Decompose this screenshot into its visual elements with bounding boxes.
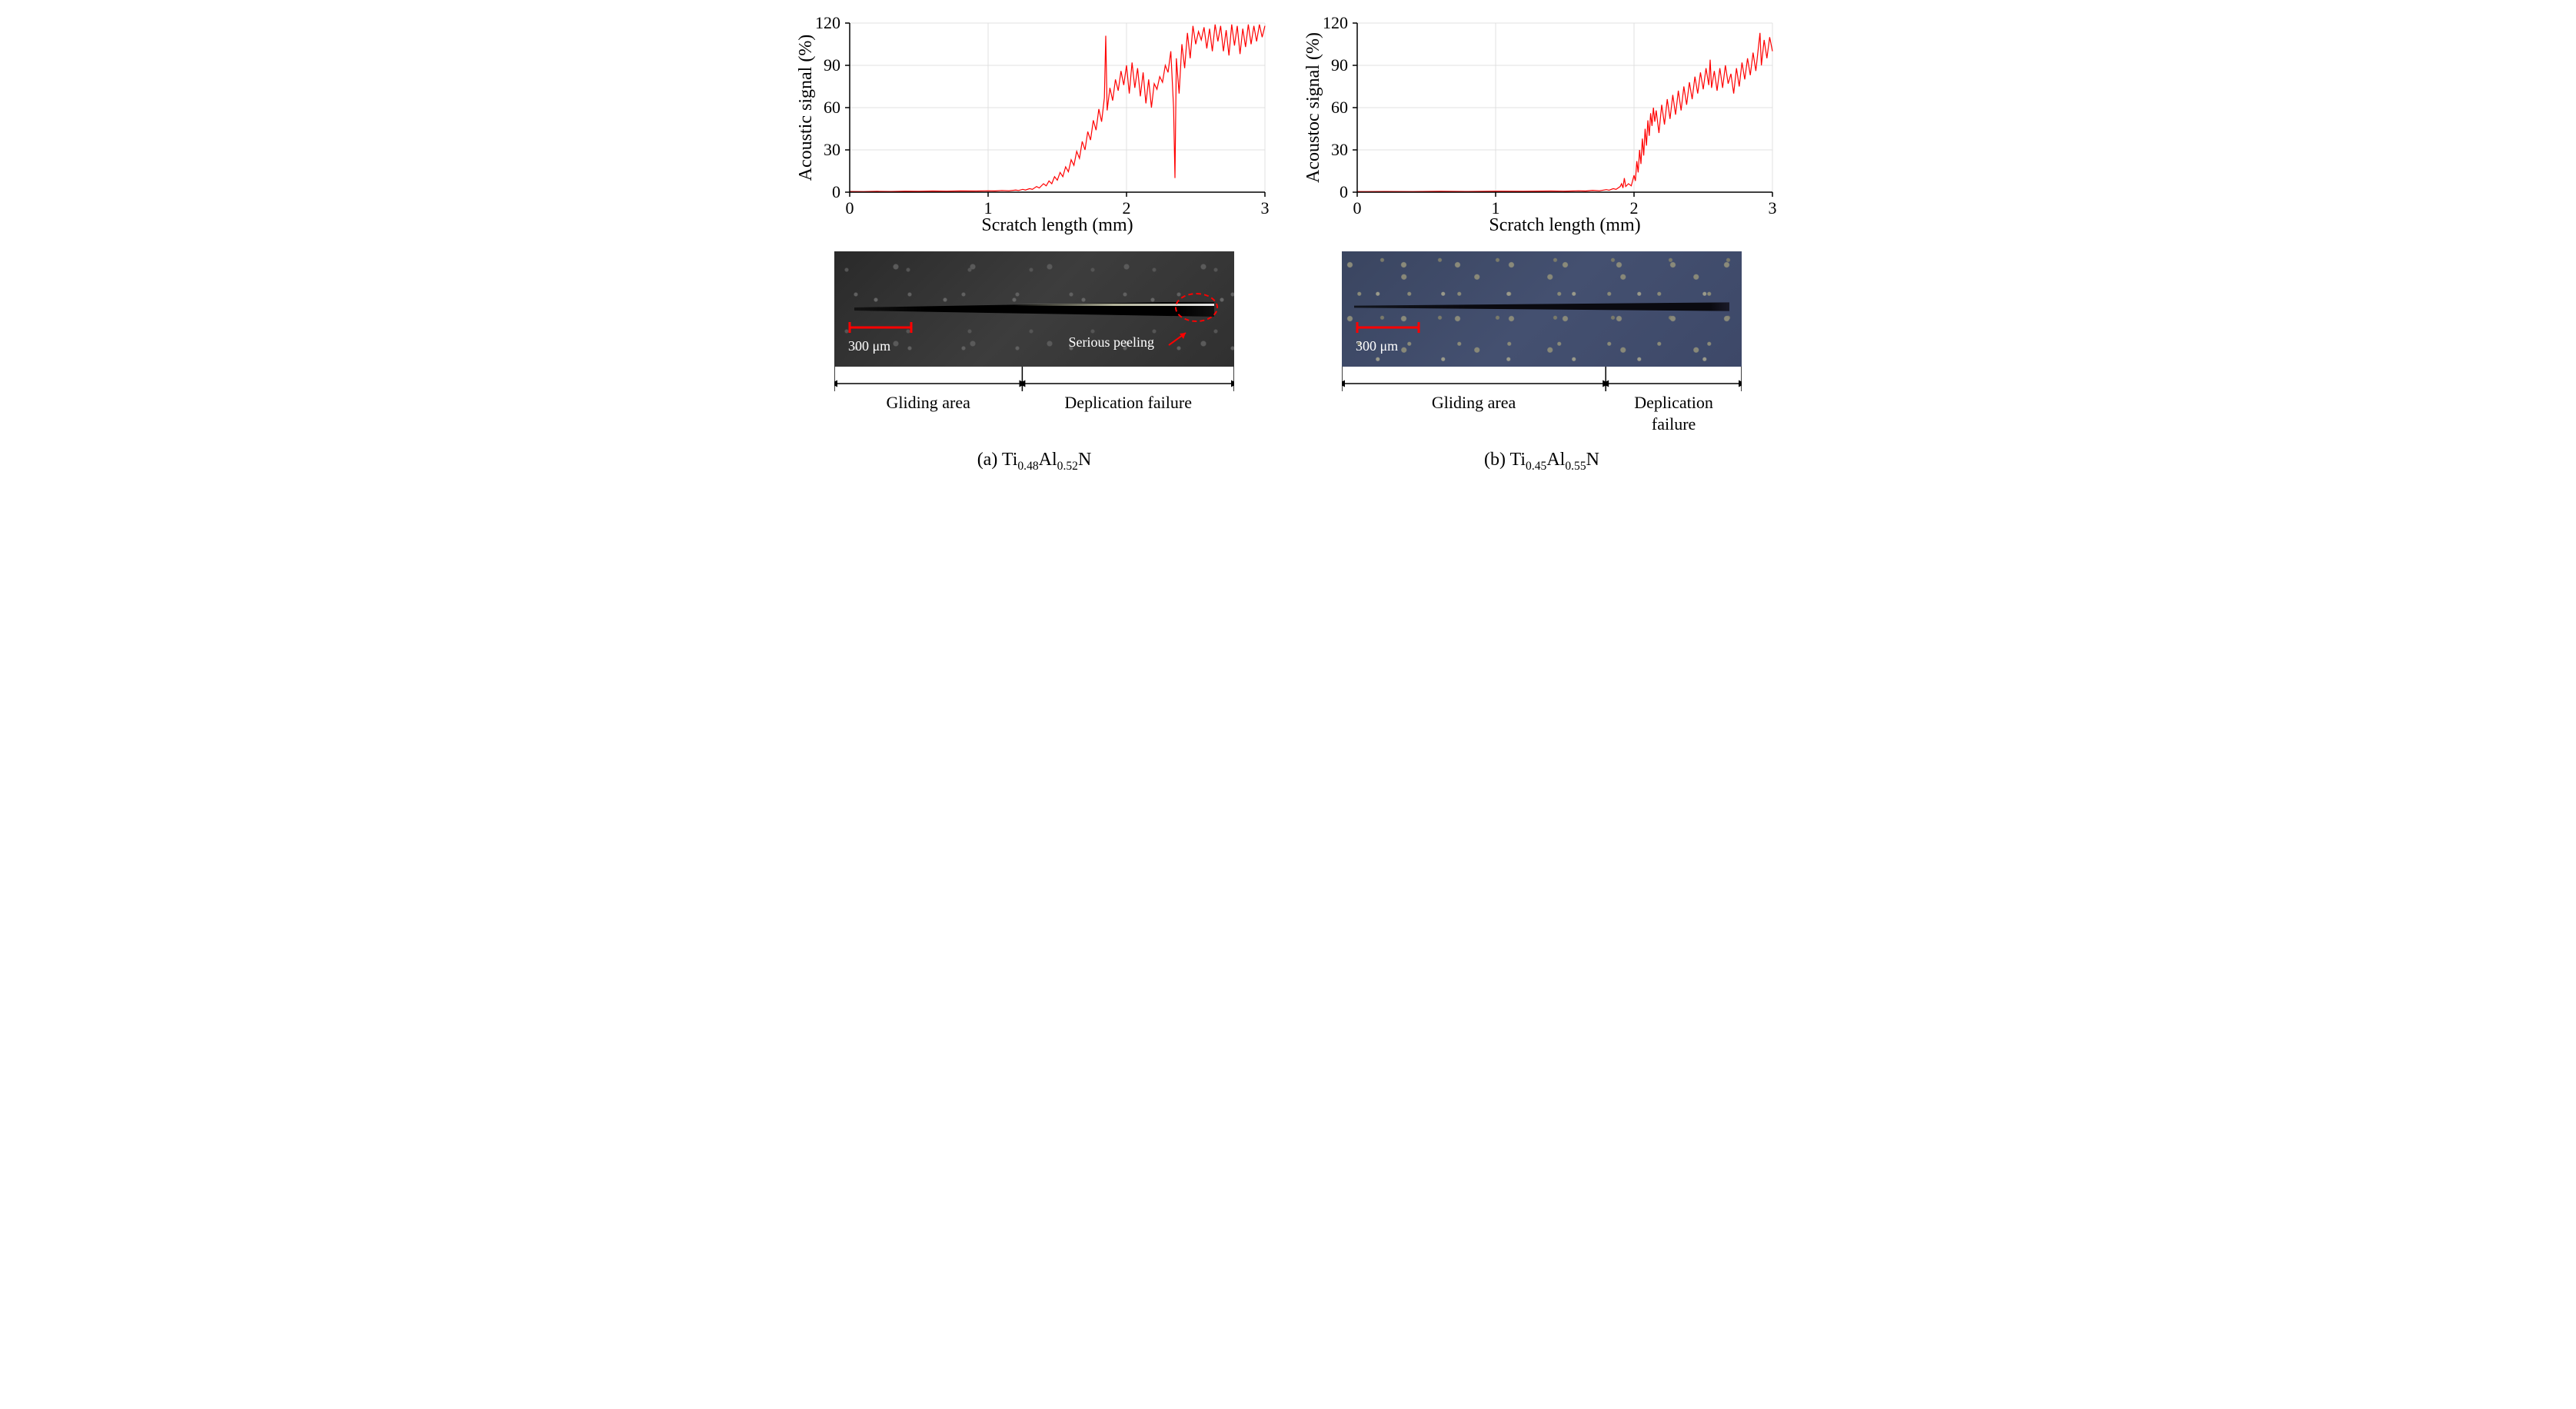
svg-text:30: 30 [1331,140,1348,159]
panel-a: 01230306090120Scratch length (mm)Acousti… [796,15,1273,474]
svg-text:3: 3 [1261,198,1270,218]
region-annotations: Gliding area Deplication failure [834,367,1234,436]
svg-text:90: 90 [824,55,840,75]
region-annotations: Gliding area Deplication failure [1342,367,1742,436]
peeling-label: Serious peeling [1069,334,1154,351]
peeling-arrow-icon [1167,330,1190,348]
svg-text:0: 0 [832,182,840,201]
svg-text:0: 0 [1340,182,1348,201]
acoustic-series [1357,33,1772,191]
panel-b: 01230306090120Scratch length (mm)Acousto… [1303,15,1780,474]
svg-text:60: 60 [1331,98,1348,117]
region-label: Gliding area [1432,393,1516,412]
svg-text:0: 0 [846,198,854,218]
scratch-mark [1354,301,1730,312]
x-axis-title: Scratch length (mm) [981,215,1133,235]
region-label: failure [1652,414,1696,434]
micrograph: 300 μm Serious peeling [834,251,1234,367]
figure: 01230306090120Scratch length (mm)Acousti… [15,15,2561,474]
chart-area: 01230306090120Scratch length (mm)Acousto… [1303,15,1780,242]
y-axis-title: Acoustic signal (%) [796,35,816,181]
svg-text:3: 3 [1769,198,1777,218]
region-label: Deplication [1634,393,1713,412]
acoustic-series [850,25,1265,191]
region-label: Gliding area [887,393,971,412]
micrograph-block: 300 μm Gliding area Deplication failure [1342,251,1742,436]
scale-bar-icon [848,321,913,334]
scale-bar-icon [1356,321,1420,334]
x-axis-title: Scratch length (mm) [1489,215,1640,235]
panel-caption: (a) Ti0.48Al0.52N [977,450,1092,474]
micrograph: 300 μm [1342,251,1742,367]
svg-text:90: 90 [1331,55,1348,75]
region-label: Deplication failure [1064,393,1192,412]
panel-caption: (b) Ti0.45Al0.55N [1484,450,1599,474]
scale-bar-label: 300 μm [848,338,913,354]
micrograph-block: 300 μm Serious peeling Gliding area Deplica… [834,251,1234,436]
chart-area: 01230306090120Scratch length (mm)Acousti… [796,15,1273,242]
scale-bar-label: 300 μm [1356,338,1420,354]
svg-text:120: 120 [815,15,840,32]
svg-text:60: 60 [824,98,840,117]
scale-bar: 300 μm [1356,321,1420,354]
scale-bar: 300 μm [848,321,913,354]
line-chart: 01230306090120Scratch length (mm)Acousti… [796,15,1273,238]
svg-text:0: 0 [1353,198,1362,218]
peeling-circle [1175,293,1218,322]
svg-text:30: 30 [824,140,840,159]
svg-text:120: 120 [1323,15,1348,32]
line-chart: 01230306090120Scratch length (mm)Acousto… [1303,15,1780,238]
y-axis-title: Acoustoc signal (%) [1303,32,1323,183]
